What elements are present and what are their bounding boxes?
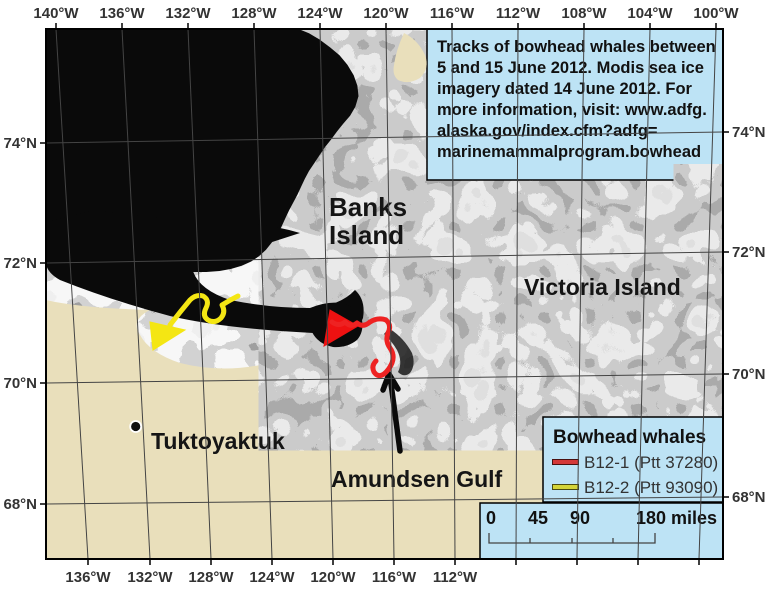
svg-text:120°W: 120°W <box>310 569 356 586</box>
svg-text:100°W: 100°W <box>693 5 739 22</box>
svg-text:70°N: 70°N <box>3 375 37 392</box>
svg-text:45: 45 <box>528 508 548 528</box>
svg-text:Bowhead whales: Bowhead whales <box>553 427 706 448</box>
svg-text:120°W: 120°W <box>363 5 409 22</box>
svg-text:B12-2 (Ptt 93090): B12-2 (Ptt 93090) <box>584 478 718 497</box>
svg-text:132°W: 132°W <box>165 5 211 22</box>
svg-text:Island: Island <box>329 220 404 250</box>
svg-text:Tuktoyaktuk: Tuktoyaktuk <box>151 428 285 454</box>
svg-text:70°N: 70°N <box>732 366 766 383</box>
svg-text:112°W: 112°W <box>496 5 541 22</box>
svg-text:124°W: 124°W <box>249 569 295 586</box>
svg-text:alaska.gov/index.cfm?adfg=: alaska.gov/index.cfm?adfg= <box>437 122 658 140</box>
svg-text:74°N: 74°N <box>3 135 37 152</box>
svg-text:132°W: 132°W <box>127 569 173 586</box>
svg-text:5 and 15 June 2012. Modis se: 5 and 15 June 2012. Modis sea ice <box>437 59 704 77</box>
svg-text:128°W: 128°W <box>231 5 277 22</box>
svg-text:136°W: 136°W <box>65 569 111 586</box>
svg-text:90: 90 <box>570 508 590 528</box>
svg-text:108°W: 108°W <box>561 5 607 22</box>
svg-text:128°W: 128°W <box>188 569 234 586</box>
svg-text:Amundsen Gulf: Amundsen Gulf <box>331 466 503 492</box>
svg-text:74°N: 74°N <box>732 124 766 141</box>
svg-text:72°N: 72°N <box>732 244 766 261</box>
svg-text:124°W: 124°W <box>297 5 343 22</box>
svg-text:Tracks of bowhead whales betwe: Tracks of bowhead whales between <box>437 38 716 56</box>
svg-text:104°W: 104°W <box>627 5 673 22</box>
svg-text:112°W: 112°W <box>433 569 478 586</box>
svg-text:68°N: 68°N <box>3 496 37 513</box>
svg-text:140°W: 140°W <box>33 5 79 22</box>
svg-text:136°W: 136°W <box>99 5 145 22</box>
svg-text:Victoria Island: Victoria Island <box>524 274 681 300</box>
svg-text:72°N: 72°N <box>3 255 37 272</box>
svg-text:more information, visit: www.a: more information, visit: www.adfg. <box>437 101 707 119</box>
svg-text:B12-1 (Ptt 37280): B12-1 (Ptt 37280) <box>584 453 718 472</box>
svg-text:180 miles: 180 miles <box>636 508 717 528</box>
svg-text:0: 0 <box>486 508 496 528</box>
svg-text:68°N: 68°N <box>732 489 766 506</box>
svg-text:116°W: 116°W <box>372 569 417 586</box>
svg-text:Banks: Banks <box>329 192 407 222</box>
svg-text:imagery dated 14 June 2012.: imagery dated 14 June 2012. For <box>437 80 693 98</box>
svg-text:marinemammalprogram.bowhead: marinemammalprogram.bowhead <box>437 143 701 161</box>
svg-text:116°W: 116°W <box>430 5 475 22</box>
